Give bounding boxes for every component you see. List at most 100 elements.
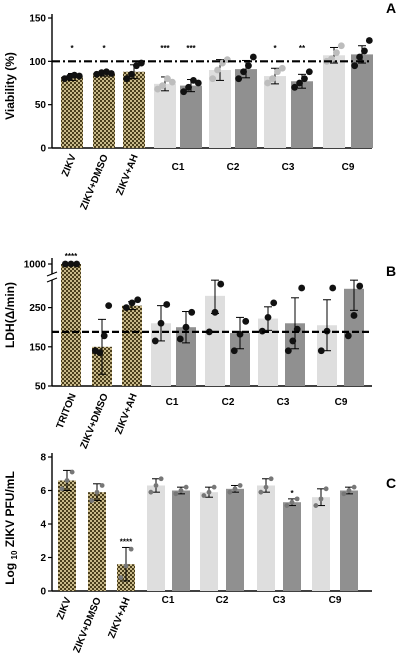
panel-a-bar-c1-light (154, 83, 176, 148)
panel-b-axis-break-mark (46, 271, 58, 277)
panel-a-data-point (337, 42, 345, 50)
panel-c-category-label: C3 (273, 595, 286, 606)
panel-c-data-point (158, 476, 164, 482)
panel-a-data-point (235, 75, 243, 83)
panel-b-data-point (329, 284, 337, 292)
panel-c-category-label: ZIKV+DMSO (72, 596, 104, 655)
panel-c-bar-zikv-check (58, 480, 76, 591)
panel-b-bars: **** (61, 252, 364, 386)
panel-b-data-point (134, 296, 142, 304)
panel-a-data-point (107, 70, 115, 77)
panel-c-data-point (351, 484, 357, 490)
panel-c-bar-c3-dark (283, 502, 301, 591)
panel-c-data-point (89, 498, 95, 503)
panel-c-pfu-chart: C Log 10 ZIKV PFU/mL 02468*****ZIKVZIKV+… (3, 453, 396, 655)
panel-b-data-point (205, 328, 213, 336)
panel-a-bar-c3-dark (291, 81, 313, 148)
panel-c-significance-label: **** (120, 537, 133, 546)
panel-a-data-point (185, 83, 192, 91)
panel-c-bar-c2-light (200, 492, 218, 591)
panel-a-significance-label: * (102, 44, 106, 53)
panel-a-significance-label: ** (299, 44, 306, 53)
panel-a-category-label: ZIKV (60, 153, 79, 179)
panel-c-y-tick-label: 0 (40, 587, 46, 598)
panel-c-data-point (268, 476, 274, 482)
panel-b-data-point (182, 323, 190, 331)
panel-c-y-tick-label: 4 (40, 520, 46, 531)
panel-c-data-point (128, 546, 134, 552)
panel-c-data-point (323, 486, 329, 492)
panel-b-data-point (128, 299, 136, 307)
panel-b-data-point (188, 308, 196, 316)
panel-b-y-tick-label: 250 (29, 303, 46, 314)
panel-c-data-point (313, 503, 319, 508)
panel-b-data-point (242, 317, 250, 325)
panel-a-data-point (209, 75, 217, 83)
panel-c-bar-c2-dark (226, 488, 244, 591)
panel-b-data-point (96, 349, 104, 357)
panel-b-data-point (67, 260, 75, 268)
panel-b-category-label: C1 (166, 397, 179, 408)
panel-b-bar-zikv-ah-check (122, 305, 142, 386)
panel-c-bar-zikv-dmso-check (88, 492, 106, 591)
panel-c-data-point (346, 488, 352, 493)
panel-a-y-tick-label: 50 (35, 100, 47, 111)
panel-a-category-label: C1 (172, 162, 185, 173)
panel-a-data-point (245, 62, 252, 70)
panel-a-data-point (278, 64, 286, 72)
panel-c-label: C (386, 475, 396, 491)
panel-c-data-point (148, 489, 154, 495)
panel-c-category-label: C2 (216, 595, 229, 606)
panel-c-y-axis-title: Log 10 ZIKV PFU/mL (3, 471, 19, 585)
panel-c-data-point (178, 488, 184, 493)
panel-b-category-label: C9 (335, 397, 348, 408)
panel-c-category-label: C9 (329, 595, 342, 606)
panel-b-category-label: ZIKV+DMSO (79, 392, 111, 451)
panel-c-y-tick-label: 6 (40, 486, 46, 497)
panel-b-data-point (100, 332, 108, 340)
panel-b-data-point (176, 335, 184, 343)
panel-b-category-label: C2 (222, 397, 235, 408)
panel-b-data-point (157, 319, 165, 327)
panel-b-data-point (298, 284, 306, 292)
panel-a-data-point (365, 37, 373, 44)
panel-c-bar-c1-dark (172, 490, 190, 591)
panel-c-data-point (64, 478, 70, 483)
panel-c-data-point (263, 484, 269, 490)
panel-a-significance-label: *** (186, 44, 196, 53)
panel-a-data-point (249, 53, 257, 61)
panel-c-bar-c9-light (312, 497, 330, 591)
panel-c-data-point (59, 486, 65, 492)
panel-a-bar-c2-light (209, 70, 231, 148)
panel-a-bar-zikv-ah-check (123, 71, 145, 148)
panel-c-bars: ***** (58, 469, 358, 591)
panel-b-bar-triton-check (61, 264, 81, 386)
panel-b-data-point (122, 304, 130, 311)
panel-b-axis-break-mark (46, 277, 58, 283)
panel-a-data-point (180, 88, 188, 96)
panel-b-y-tick-label: 150 (29, 342, 46, 353)
panel-a-data-point (356, 53, 363, 61)
panel-b-bar-c9-dark (344, 288, 364, 386)
panel-a-data-point (264, 79, 272, 87)
panel-a-bar-zikv-dmso-check (93, 73, 115, 148)
panel-a-bar-c1-dark (180, 85, 202, 148)
panel-a-data-point (194, 79, 202, 87)
panel-b-data-point (105, 302, 113, 310)
panel-c-data-point (318, 496, 324, 502)
panel-c-data-point (232, 486, 238, 492)
panel-c-category-label: ZIKV (55, 596, 74, 622)
panel-c-data-point (289, 499, 295, 505)
panel-b-category-label: ZIKV+AH (113, 392, 139, 436)
panel-c-y-axis-subscript: 10 (10, 550, 19, 559)
panel-a-category-label: C3 (282, 162, 295, 173)
panel-a-y-axis-title: Viability (%) (3, 52, 17, 120)
panel-c-data-point (69, 469, 75, 475)
panel-c-data-point (118, 575, 124, 580)
panel-c-data-point (237, 483, 243, 488)
panel-b-data-point (264, 314, 272, 321)
panel-c-data-point (258, 489, 264, 495)
panel-a-data-point (159, 82, 166, 89)
panel-b-data-point (344, 332, 352, 340)
